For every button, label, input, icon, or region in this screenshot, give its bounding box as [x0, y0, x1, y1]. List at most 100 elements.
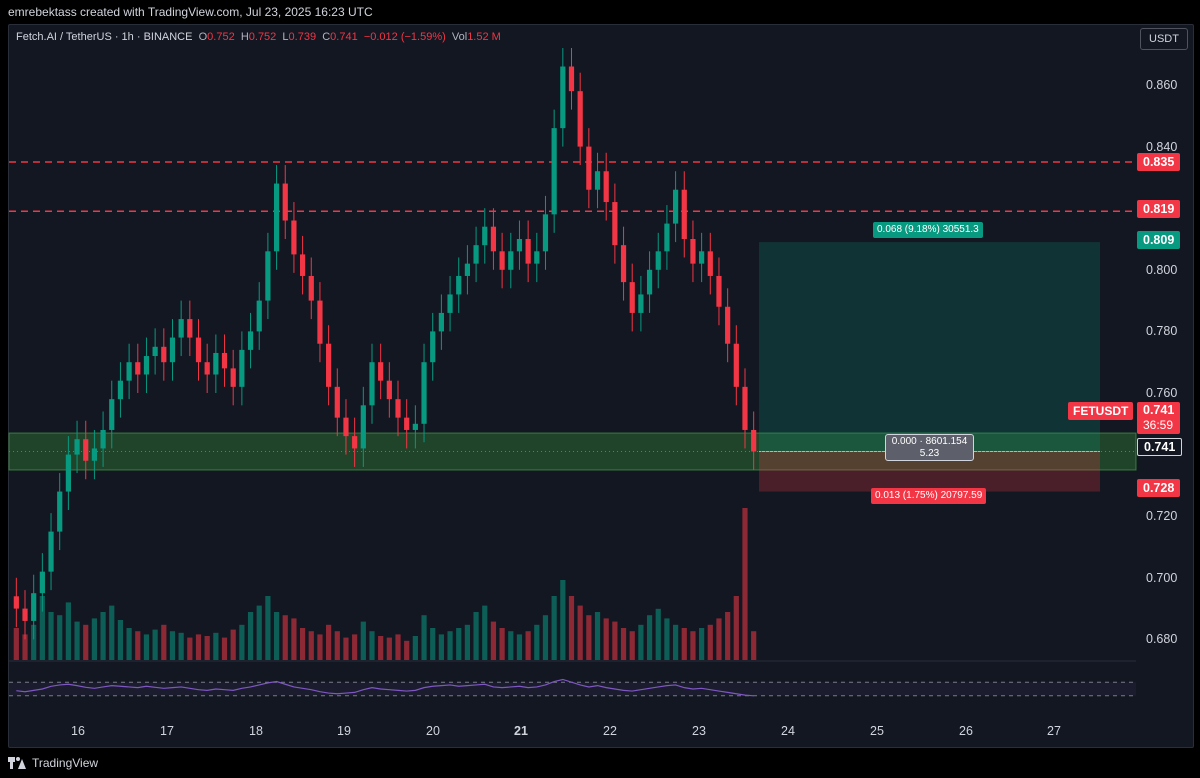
candle-body [594, 171, 601, 190]
volume-bar [482, 605, 488, 660]
close-value: 0.741 [330, 31, 358, 43]
position-info-label[interactable]: 0.000 · 8601.154 5.23 [885, 434, 974, 461]
volume-bar [109, 605, 115, 660]
candle-53 [473, 226, 479, 283]
volume-bar [456, 628, 462, 660]
candle-74 [655, 232, 661, 289]
candle-body [629, 282, 635, 313]
volume-bar [65, 602, 71, 660]
candle-body [482, 226, 488, 246]
candle-48 [430, 312, 436, 381]
volume-bar [169, 631, 176, 660]
candle-83 [733, 325, 739, 406]
candle-82 [725, 288, 731, 363]
candle-body [169, 337, 176, 363]
x-tick-label: 16 [71, 724, 85, 738]
volume-bar [161, 624, 167, 660]
x-tick-label: 26 [959, 724, 973, 738]
volume-bar [568, 596, 575, 660]
candle-body [421, 362, 427, 424]
candle-body [117, 380, 124, 400]
volume-bar [126, 628, 132, 660]
candle-56 [499, 232, 505, 289]
candle-20 [187, 300, 193, 357]
volume-bar [195, 634, 202, 660]
candle-27 [247, 312, 254, 369]
candle-58 [516, 220, 523, 270]
chart-frame[interactable] [8, 24, 1194, 748]
candle-body [464, 263, 471, 276]
volume-bar [447, 631, 453, 660]
candle-body [178, 319, 184, 338]
volume-bar [412, 636, 418, 660]
candle-body [369, 362, 375, 406]
tradingview-brand[interactable]: TradingView [8, 756, 98, 770]
position-info-line2: 5.23 [919, 448, 940, 459]
y-tick-label: 0.800 [1146, 262, 1178, 277]
take-profit-label[interactable]: 0.068 (9.18%) 30551.3 [873, 222, 983, 238]
volume-bar [187, 637, 193, 660]
currency-button[interactable]: USDT [1140, 28, 1188, 50]
volume-bar [204, 636, 210, 660]
candle-17 [161, 328, 167, 381]
candle-59 [525, 220, 531, 283]
candle-body [343, 417, 349, 437]
candle-body [204, 362, 210, 375]
candle-34 [308, 257, 314, 320]
volume-bar [91, 618, 98, 660]
candle-body [256, 300, 262, 332]
volume-bar [282, 615, 288, 660]
candle-70 [620, 226, 627, 301]
volume-bar [464, 624, 471, 660]
candle-38 [343, 399, 349, 455]
symbol-tag: FETUSDT [1068, 402, 1134, 420]
candle-73 [646, 251, 653, 313]
candle-81 [716, 257, 722, 326]
candle-body [22, 608, 28, 621]
candle-body [187, 319, 193, 338]
candle-49 [438, 294, 444, 350]
volume-bar [299, 628, 306, 660]
candle-body [161, 346, 167, 363]
candle-44 [395, 380, 401, 437]
volume-bar [508, 631, 514, 660]
candle-68 [603, 152, 609, 221]
y-tick-label: 0.840 [1146, 139, 1178, 154]
volume-bar [551, 596, 557, 660]
candle-body [334, 386, 340, 418]
candle-16 [152, 328, 158, 375]
candle-64 [568, 48, 575, 110]
volume-bar [438, 634, 444, 660]
candle-55 [490, 208, 497, 270]
volume-bar [117, 620, 124, 660]
candle-69 [612, 183, 618, 264]
candle-76 [672, 171, 679, 243]
volume-bar [646, 615, 653, 660]
candle-18 [169, 319, 176, 381]
candle-body [74, 439, 80, 455]
volume-bar [430, 628, 436, 660]
last-price-tag: 0.741 36:59 [1137, 402, 1181, 434]
volume-bar [672, 624, 679, 660]
candle-body [152, 346, 158, 357]
candle-body [13, 596, 19, 609]
stop-loss-label[interactable]: 0.013 (1.75%) 20797.59 [871, 488, 987, 504]
candle-67 [594, 152, 601, 209]
candle-body [57, 491, 63, 532]
candle-body [282, 183, 288, 221]
volume-bar [143, 634, 150, 660]
candle-body [707, 251, 713, 276]
footer: TradingView [0, 748, 1200, 778]
candle-77 [681, 171, 687, 258]
y-tick-label: 0.760 [1146, 386, 1178, 400]
x-tick-label: 22 [603, 724, 617, 738]
candle-body [378, 362, 384, 381]
candle-body [542, 214, 549, 252]
candle-body [655, 251, 661, 270]
candle-body [31, 593, 37, 621]
volume-bar [516, 634, 523, 660]
candle-50 [447, 275, 453, 332]
x-tick-label: 20 [426, 724, 440, 738]
candle-36 [326, 325, 332, 406]
